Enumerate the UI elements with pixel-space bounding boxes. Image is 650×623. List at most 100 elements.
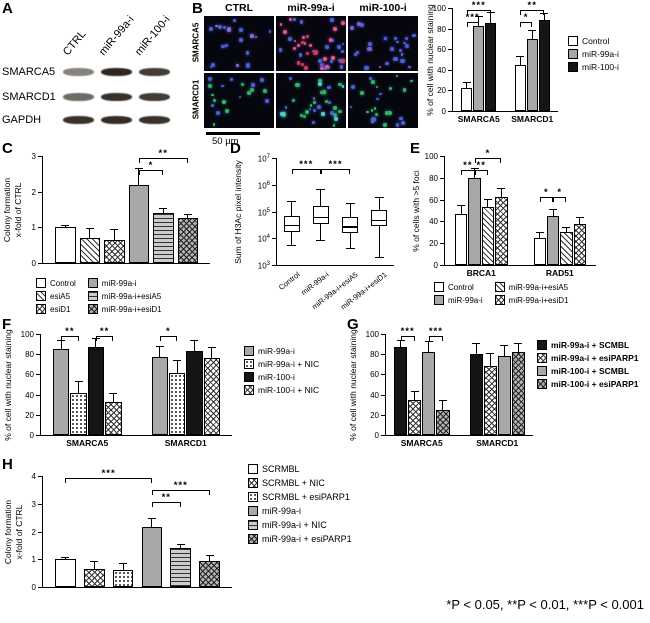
error-bar-cap [119,562,128,564]
cell-nucleus [313,50,318,55]
cell-nucleus [373,107,377,111]
cell-nucleus [280,111,285,116]
cell-nucleus [327,100,332,105]
legend-entry: Control [36,278,76,288]
cell-nucleus [208,26,213,31]
panel-a-western-blot: CTRL miR-99a-i miR-100-i SMARCA5 SMARCD1… [0,0,190,140]
cell-nucleus [311,49,315,53]
legend-label: Control [582,36,610,46]
cell-nucleus [374,112,379,117]
cell-nucleus [221,45,225,49]
cell-nucleus [402,88,407,92]
legend-entry: esiA5 [36,291,76,301]
error-bar-cap [535,232,544,234]
y-tick-mark [381,435,385,436]
legend-swatch [248,520,258,530]
chart-nuclear-staining-g: % of cell with nuclear staining SMARCA5 S… [345,320,650,462]
cell-nucleus [355,51,359,55]
significance-bracket: ** [95,326,114,341]
bar [514,64,526,111]
whisker-cap [374,196,384,198]
significance-bracket: ** [520,0,545,15]
cell-nucleus [224,44,227,48]
legend-label: miR-99a-i [258,346,295,356]
error-bar-cap [528,29,537,31]
legend-entry: miR-99a-i [434,295,483,305]
legend-entry: miR-99a-i+esiD1 [87,304,162,314]
cell-nucleus [330,18,334,22]
cell-nucleus [240,83,244,87]
legend-label: miR-99a-i [448,295,483,305]
cell-nucleus [251,83,255,87]
bar [511,352,525,435]
error-bar [466,82,468,89]
chart-colony-formation-c: Colony formation x-fold of CTRL * ** Cont… [0,142,228,324]
error-bar [162,207,164,214]
significance-bracket: * [138,160,164,175]
x-category-label: SMARCD1 [476,438,519,448]
cell-nucleus [341,42,344,46]
bar [461,88,473,111]
legend-swatch [248,506,258,516]
bar [128,184,149,263]
legend: SCRMBL SCRMBL + NIC SCRMBL + esiPARP1 miR-9… [248,464,352,544]
y-tick-label: 106 [257,180,270,191]
protein-band [63,68,94,76]
y-axis-label: Colony formation x-fold of CTRL [2,177,23,243]
cell-nucleus [382,122,387,128]
microscopy-image [276,16,346,71]
cell-nucleus [303,65,308,70]
cell-nucleus [313,109,316,112]
median-line [371,219,388,222]
plot-area: SMARCA5 SMARCD1 ** ** * [40,326,232,448]
cell-nucleus [341,59,345,63]
whisker [320,188,322,207]
microscopy-image [348,16,418,71]
cell-nucleus [350,26,355,31]
scale-bar-label: 50 µm [212,136,239,147]
legend-label: Control [50,278,76,288]
y-tick-label: 0 [374,431,379,440]
cell-nucleus [394,37,397,40]
cell-nucleus [292,46,296,50]
cell-nucleus [370,109,374,112]
error-bar-cap [134,168,143,170]
legend-label: miR-99a-i + NIC [262,520,327,530]
cell-nucleus [279,23,282,26]
cell-nucleus [411,33,416,38]
bar [55,227,76,263]
cell-nucleus [245,51,250,55]
significance-stars: ** [527,0,537,11]
y-tick-label: 20 [25,410,34,420]
plot-area: SMARCA5 SMARCD1 *** *** [385,326,533,448]
legend-swatch [248,492,258,502]
bar [408,399,422,435]
cell-nucleus [389,47,394,51]
legend-swatch [244,385,254,395]
error-bar [176,360,178,374]
error-bar-cap [462,82,471,84]
cell-nucleus [371,117,376,122]
y-tick-mark [36,354,40,356]
box [283,215,300,232]
cell-nucleus [387,110,392,115]
cell-nucleus [359,22,365,28]
legend-label: miR-99a-i + NIC [258,359,320,369]
legend-swatch [36,304,46,314]
legend-entry: miR-99a-i+esiA5 [494,282,569,292]
error-bar [159,346,161,358]
error-bar-cap [147,517,156,519]
legend-swatch [568,36,578,46]
y-tick-mark [448,8,452,9]
y-tick-label: 105 [257,207,270,218]
cell-nucleus [214,24,218,28]
error-bar-cap [486,12,495,14]
y-tick-label: 80 [429,173,438,183]
bar [483,366,497,435]
cell-nucleus [333,106,338,110]
cell-nucleus [350,84,356,89]
cell-nucleus [301,35,306,40]
legend-label: miR-99a-i [262,506,302,516]
y-tick-label: 104 [257,234,270,244]
y-tick-mark [38,503,42,505]
